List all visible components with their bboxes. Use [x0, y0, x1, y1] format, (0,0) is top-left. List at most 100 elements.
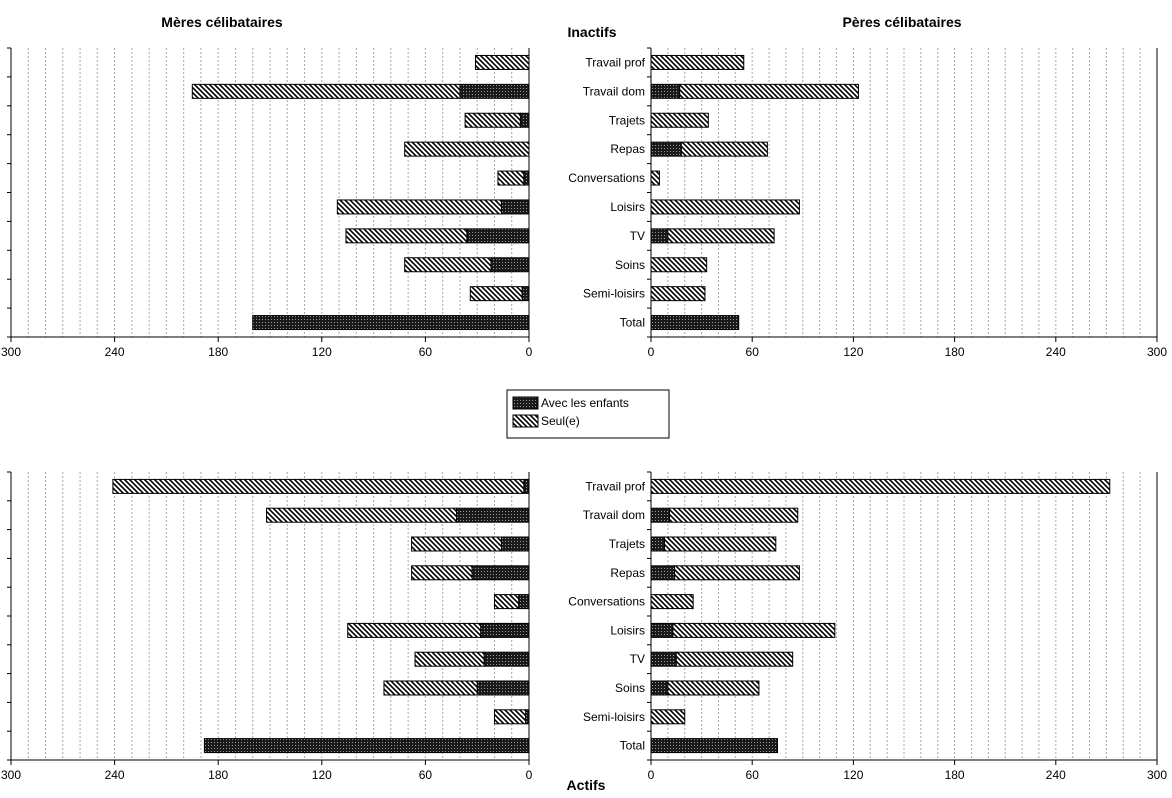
category-label: Loisirs [610, 623, 645, 637]
category-label: Soins [615, 681, 645, 695]
bar-seul [663, 536, 777, 552]
group-title-inactifs: Inactifs [567, 24, 616, 40]
panels: 0 60 120 180 240 300 0 60 120 180 240 300 Travail pr… [1, 47, 1167, 782]
bar-seul [345, 228, 468, 244]
x-tick-label: 300 [1147, 768, 1167, 782]
bar-avec-les-enfants [650, 622, 674, 638]
bar-seul [675, 651, 794, 667]
bar-seul [347, 622, 482, 638]
bar-seul [650, 170, 660, 186]
bar-avec-les-enfants [650, 141, 682, 157]
category-label: TV [630, 229, 645, 243]
bar-avec-les-enfants [476, 680, 530, 696]
category-label: Travail dom [583, 508, 645, 522]
legend-swatch-avec [512, 396, 539, 410]
bar-avec-les-enfants [459, 83, 530, 99]
bar-seul [112, 478, 525, 494]
category-label: Trajets [609, 113, 645, 127]
x-tick-label: 180 [208, 345, 228, 359]
panel-3: 0 60 120 180 240 300 Travail prof Travail dom Tr… [568, 471, 1167, 782]
bar-avec-les-enfants [525, 709, 530, 725]
bar-seul [650, 594, 694, 610]
bar-seul [414, 651, 485, 667]
x-tick-label: 240 [105, 768, 125, 782]
bar-avec-les-enfants [483, 651, 530, 667]
bar-seul [493, 594, 520, 610]
bar-avec-les-enfants [500, 536, 530, 552]
bar-seul [650, 257, 708, 273]
panel-0: 0 60 120 180 240 300 [1, 47, 533, 359]
bar-seul [650, 286, 706, 302]
bar-seul [650, 54, 745, 70]
bar-avec-les-enfants [203, 738, 530, 754]
group-title-actifs: Actifs [567, 777, 606, 793]
bar-seul [650, 478, 1111, 494]
category-label: Repas [610, 142, 645, 156]
bar-avec-les-enfants [490, 257, 530, 273]
bar-seul [411, 565, 473, 581]
x-tick-label: 240 [1046, 768, 1066, 782]
bar-avec-les-enfants [500, 199, 530, 215]
bar-seul [680, 141, 768, 157]
category-label: Repas [610, 566, 645, 580]
x-tick-label: 300 [1, 768, 21, 782]
bar-avec-les-enfants [650, 315, 740, 331]
bar-avec-les-enfants [650, 536, 665, 552]
bar-avec-les-enfants [650, 507, 671, 523]
bar-avec-les-enfants [523, 478, 530, 494]
x-tick-label: 240 [1046, 345, 1066, 359]
x-tick-label: 0 [648, 345, 655, 359]
category-label: Travail dom [583, 84, 645, 98]
bar-avec-les-enfants [650, 83, 681, 99]
x-tick-label: 60 [746, 345, 760, 359]
panel-title-peres: Pères célibataires [842, 14, 961, 30]
bar-seul [336, 199, 502, 215]
x-tick-label: 300 [1, 345, 21, 359]
bar-avec-les-enfants [252, 315, 530, 331]
bar-seul [474, 54, 530, 70]
category-label: Semi-loisirs [583, 710, 645, 724]
bar-seul [650, 112, 709, 128]
panel-1: 0 60 120 180 240 300 Travail prof Travail dom Tr… [568, 47, 1167, 359]
bar-seul [191, 83, 461, 99]
bar-avec-les-enfants [480, 622, 530, 638]
bar-seul [469, 286, 523, 302]
category-label: Conversations [568, 171, 645, 185]
category-label: Trajets [609, 537, 645, 551]
category-label: Total [620, 316, 645, 330]
x-tick-label: 0 [526, 345, 533, 359]
bar-seul [464, 112, 521, 128]
category-label: Soins [615, 258, 645, 272]
x-tick-label: 300 [1147, 345, 1167, 359]
legend: Avec les enfants Seul(e) [506, 389, 670, 439]
bar-seul [404, 257, 492, 273]
bar-avec-les-enfants [471, 565, 530, 581]
bar-seul [667, 228, 775, 244]
category-label: Travail prof [585, 55, 645, 69]
x-tick-label: 180 [945, 768, 965, 782]
bar-avec-les-enfants [466, 228, 530, 244]
legend-label-seul: Seul(e) [541, 414, 580, 428]
bar-seul [650, 199, 800, 215]
bar-avec-les-enfants [521, 286, 530, 302]
legend-label-avec: Avec les enfants [541, 396, 629, 410]
x-tick-label: 120 [843, 768, 863, 782]
x-tick-label: 60 [419, 345, 433, 359]
bar-avec-les-enfants [650, 565, 676, 581]
category-label: Conversations [568, 595, 645, 609]
bar-seul [383, 680, 478, 696]
panel-title-meres: Mères célibataires [161, 14, 283, 30]
bar-seul [650, 709, 686, 725]
bar-avec-les-enfants [455, 507, 530, 523]
bar-avec-les-enfants [523, 170, 530, 186]
legend-swatch-seul [512, 414, 539, 428]
x-tick-label: 120 [843, 345, 863, 359]
x-tick-label: 0 [526, 768, 533, 782]
bar-seul [411, 536, 502, 552]
x-tick-label: 120 [312, 345, 332, 359]
category-label: Semi-loisirs [583, 287, 645, 301]
x-tick-label: 0 [648, 768, 655, 782]
category-label: Loisirs [610, 200, 645, 214]
category-label: Travail prof [585, 479, 645, 493]
